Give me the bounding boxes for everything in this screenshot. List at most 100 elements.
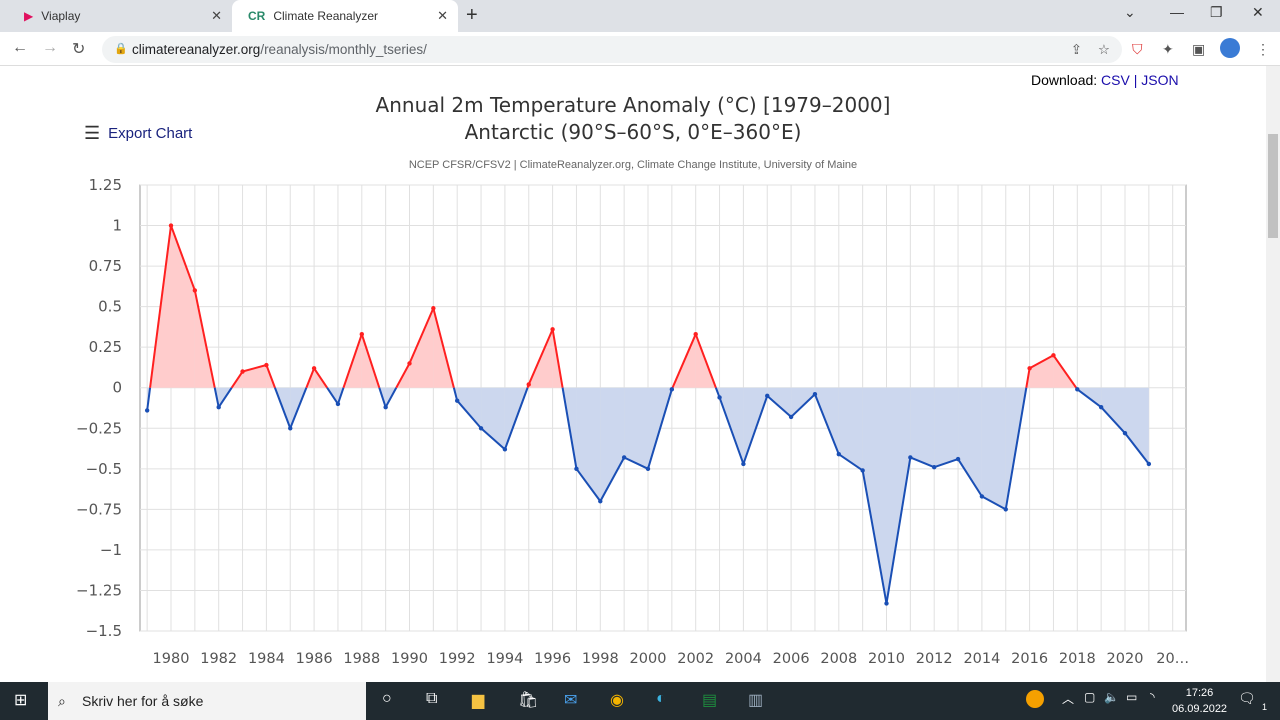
series-line-segment — [561, 387, 578, 469]
taskbar: ⊞ ⌕ Skriv her for å søke ○ ⧉ ▆ 🛍 ✉ ◉ ◐ ▤… — [0, 682, 1280, 720]
forward-icon[interactable]: → — [42, 39, 58, 56]
csv-link[interactable]: CSV — [1101, 72, 1130, 88]
negative-area — [743, 387, 768, 464]
windows-start-icon[interactable]: ⊞ — [14, 692, 28, 709]
negative-area — [934, 387, 959, 468]
close-icon[interactable]: ✕ — [211, 8, 222, 23]
weather-icon[interactable] — [1026, 690, 1044, 708]
positive-area — [150, 225, 171, 388]
file-explorer-icon[interactable]: ▆ — [472, 692, 485, 709]
negative-area — [1077, 387, 1102, 408]
viaplay-icon: ▶ — [24, 9, 34, 23]
y-tick-label: −0.5 — [86, 460, 122, 478]
json-link[interactable]: JSON — [1141, 72, 1179, 88]
series-line-segment — [146, 387, 152, 411]
tab-title: Viaplay — [41, 9, 81, 23]
data-point — [741, 461, 746, 467]
series-line-segment — [342, 333, 363, 389]
chart-subtitle: Antarctic (90°S–60°S, 0°E–360°E) — [464, 120, 802, 144]
clock[interactable]: 17:26 06.09.2022 — [1172, 685, 1227, 717]
data-point — [955, 456, 961, 462]
battery-icon[interactable]: ▭ — [1126, 690, 1138, 704]
extension-icon[interactable]: ⛉ — [1132, 41, 1143, 57]
y-tick-label: 0.75 — [89, 257, 122, 275]
tab-search-icon[interactable]: ⌄ — [1124, 4, 1136, 20]
positive-area — [552, 329, 563, 388]
scrollbar-thumb[interactable] — [1268, 134, 1278, 238]
y-tick-label: −1 — [100, 541, 122, 559]
tab-viaplay[interactable]: ▶ Viaplay ✕ — [8, 0, 232, 32]
chevron-up-icon[interactable]: ︿ — [1062, 692, 1075, 706]
negative-area — [600, 387, 625, 502]
menu-icon[interactable]: ⋮ — [1256, 41, 1270, 57]
bookmark-star-icon[interactable]: ☆ — [1097, 42, 1110, 57]
series-line-segment — [213, 387, 220, 408]
store-icon[interactable]: 🛍 — [518, 692, 539, 709]
data-point — [1146, 461, 1152, 467]
close-window-button[interactable]: ✕ — [1252, 4, 1264, 20]
y-tick-label: 1.25 — [89, 176, 122, 194]
avatar[interactable] — [1220, 38, 1240, 58]
series-line-segment — [313, 367, 328, 389]
close-icon[interactable]: ✕ — [437, 8, 448, 23]
sheets-icon[interactable]: ▤ — [702, 692, 718, 709]
data-point — [478, 426, 484, 431]
series-line-segment — [981, 495, 1007, 511]
negative-area — [385, 387, 397, 408]
export-chart-button[interactable]: ☰ Export Chart — [84, 123, 192, 144]
edge-icon[interactable]: ◐ — [656, 690, 666, 707]
notification-count: 1 — [1262, 702, 1268, 712]
y-tick-label: 0 — [112, 379, 122, 397]
data-point — [407, 361, 412, 366]
side-panel-icon[interactable]: ▣ — [1192, 41, 1206, 57]
series-line-segment — [395, 362, 411, 389]
chart-credit: NCEP CFSR/CFSV2 | ClimateReanalyzer.org,… — [408, 159, 858, 171]
negative-area — [862, 387, 887, 604]
data-point — [526, 382, 531, 387]
notifications-icon[interactable]: 🗨 — [1238, 690, 1256, 706]
series-line-segment — [526, 384, 530, 389]
negative-area — [481, 387, 505, 450]
data-point — [1027, 366, 1032, 371]
series-line-segment — [623, 456, 649, 470]
date: 06.09.2022 — [1172, 703, 1228, 715]
task-view-icon[interactable]: ⧉ — [426, 690, 438, 707]
negative-area — [981, 387, 1006, 510]
page-content: Download: CSV | JSON Annual 2m Temperatu… — [0, 66, 1266, 682]
positive-area — [343, 334, 362, 388]
series-line-segment — [670, 387, 674, 390]
x-tick-label: 2006 — [773, 651, 810, 667]
data-point — [383, 404, 388, 410]
meet-icon[interactable]: ▢ — [1084, 690, 1096, 704]
reload-icon[interactable]: ↻ — [72, 41, 86, 58]
maximize-button[interactable]: ❐ — [1210, 4, 1223, 20]
taskbar-search[interactable]: ⌕ Skriv her for å søke — [48, 682, 366, 720]
wifi-icon[interactable]: ◝ — [1150, 690, 1155, 704]
mail-icon[interactable]: ✉ — [564, 692, 578, 709]
volume-icon[interactable]: 🔈 — [1104, 690, 1119, 704]
series-line-segment — [217, 387, 233, 408]
new-tab-button[interactable]: + — [466, 4, 478, 26]
app-icon[interactable]: ▥ — [748, 692, 764, 709]
positive-area — [242, 365, 267, 388]
data-point — [860, 468, 865, 473]
series-line-segment — [718, 397, 745, 465]
negative-area — [562, 387, 577, 469]
cortana-icon[interactable]: ○ — [382, 690, 392, 707]
negative-area — [671, 387, 673, 390]
extensions-puzzle-icon[interactable]: ✦ — [1162, 41, 1174, 57]
series-line-segment — [647, 389, 673, 470]
chrome-icon[interactable]: ◉ — [610, 692, 624, 709]
series-line-segment — [957, 458, 983, 497]
back-icon[interactable]: ← — [12, 39, 28, 56]
series-line-segment — [933, 458, 959, 469]
share-icon[interactable]: ⇪ — [1070, 42, 1082, 57]
data-point — [216, 404, 221, 410]
data-point — [884, 601, 889, 606]
url-input[interactable]: 🔒 climatereanalyzer.org/reanalysis/month… — [102, 36, 1122, 63]
scrollbar[interactable] — [1266, 66, 1280, 682]
series-line-segment — [230, 370, 244, 389]
tab-climate-reanalyzer[interactable]: CR Climate Reanalyzer ✕ — [232, 0, 458, 32]
series-line-segment — [1124, 432, 1150, 465]
minimize-button[interactable]: — — [1170, 4, 1184, 20]
